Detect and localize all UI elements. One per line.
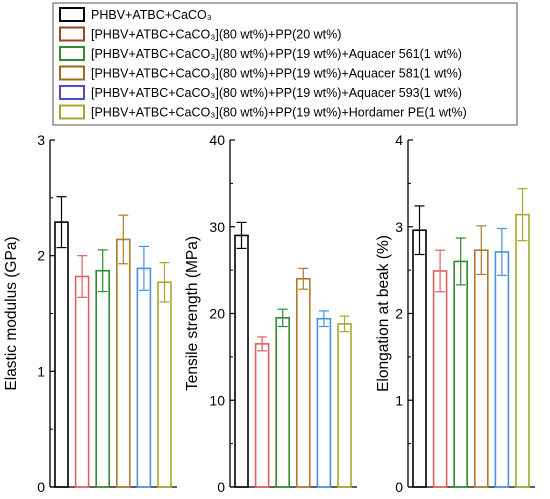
error-bar [118, 214, 129, 265]
error-bar [277, 308, 288, 328]
y-tick-label: 2 [37, 248, 45, 264]
y-tick-label: 30 [209, 219, 225, 235]
chart-panel-3: 0 1 2 3 4 Elongation at beak (%) [375, 132, 535, 495]
bar [116, 238, 131, 488]
y-tick-label: 2 [395, 306, 403, 322]
error-bar [138, 245, 149, 291]
bar [453, 260, 469, 488]
legend-swatch [59, 7, 85, 22]
bar [295, 277, 311, 488]
chart-panel-1: 0 1 2 3 Elastic modulus (GPa) [3, 132, 177, 495]
error-bar [257, 336, 268, 352]
bar [54, 221, 69, 488]
legend-swatch [59, 26, 85, 42]
error-bar [97, 249, 108, 293]
error-bar [159, 262, 170, 303]
legend: PHBV+ATBC+CaCO₃ [PHBV+ATBC+CaCO₃](80 wt%)… [52, 2, 518, 126]
legend-label: [PHBV+ATBC+CaCO₃](80 wt%)+PP(19 wt%)+Aqu… [91, 47, 462, 61]
legend-swatch [59, 85, 85, 100]
legend-label: [PHBV+ATBC+CaCO₃](80 wt%)+PP(19 wt%)+Aqu… [91, 86, 462, 100]
y-axis-title: Elastic modulus (GPa) [3, 236, 20, 390]
error-bar [517, 187, 528, 242]
y-tick-label: 0 [37, 479, 45, 495]
bar [515, 213, 530, 488]
error-bar [236, 221, 247, 250]
bar [254, 343, 270, 488]
legend-label: [PHBV+ATBC+CaCO₃](80 wt%)+PP(19 wt%)+Hor… [91, 106, 467, 120]
y-tick-label: 0 [395, 479, 403, 495]
legend-frame [52, 2, 518, 126]
y-axis-title: Tensile strength (MPa) [184, 236, 201, 391]
y-tick-label: 3 [395, 219, 403, 235]
bar [136, 267, 152, 488]
bar [234, 234, 249, 488]
bar [74, 275, 90, 488]
y-axis-title: Elongation at beak (%) [375, 235, 392, 392]
y-tick-label: 1 [37, 363, 45, 379]
bar [157, 281, 172, 488]
error-bar [455, 237, 466, 286]
bar [316, 317, 332, 488]
bar [275, 317, 291, 488]
y-tick-label: 4 [395, 132, 403, 148]
bar [494, 251, 510, 488]
error-bar [318, 310, 329, 328]
error-bar [339, 315, 350, 333]
y-tick-label: 40 [209, 132, 225, 148]
legend-label: [PHBV+ATBC+CaCO₃](80 wt%)+PP(20 wt%) [91, 28, 341, 42]
legend-swatch [59, 46, 85, 61]
bar [412, 229, 427, 488]
legend-label: PHBV+ATBC+CaCO₃ [91, 8, 212, 22]
y-tick-label: 0 [217, 479, 225, 495]
bar [337, 323, 352, 488]
error-bar [496, 227, 507, 276]
y-tick-label: 10 [209, 392, 225, 408]
y-tick-label: 3 [37, 132, 45, 148]
error-bar [476, 225, 487, 276]
error-bar [435, 249, 446, 293]
y-tick-label: 1 [395, 392, 403, 408]
error-bar [414, 205, 425, 256]
bar [95, 269, 110, 488]
chart-panel-2: 0 10 20 30 40 Tensile strength (MPa) [184, 132, 357, 495]
legend-label: [PHBV+ATBC+CaCO₃](80 wt%)+PP(19 wt%)+Aqu… [91, 67, 462, 81]
y-tick-label: 20 [209, 306, 225, 322]
legend-swatch [59, 104, 85, 120]
error-bar [56, 196, 67, 249]
error-bar [298, 267, 309, 290]
legend-swatch [59, 65, 85, 81]
bar [473, 249, 489, 488]
error-bar [77, 255, 88, 298]
bar [432, 270, 448, 488]
